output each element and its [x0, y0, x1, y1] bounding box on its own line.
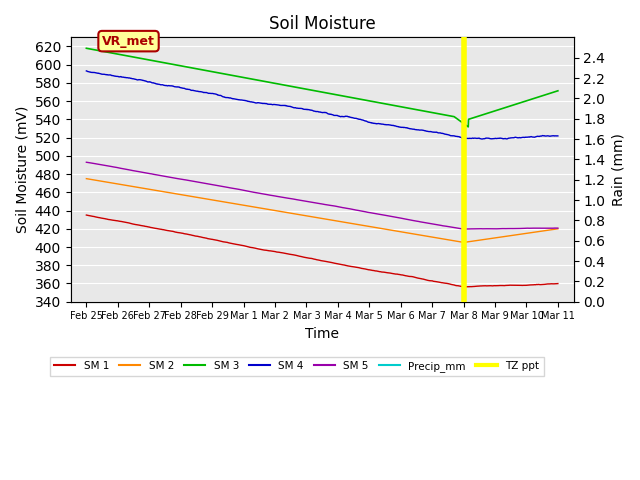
SM 1: [119, 219, 127, 225]
SM 3: [138, 56, 146, 61]
Y-axis label: Rain (mm): Rain (mm): [611, 133, 625, 206]
SM 1: [292, 252, 300, 258]
Text: VR_met: VR_met: [102, 35, 155, 48]
Line: SM 5: SM 5: [86, 162, 558, 229]
SM 4: [351, 115, 358, 121]
SM 3: [465, 124, 472, 130]
SM 3: [83, 46, 90, 51]
SM 5: [301, 198, 308, 204]
SM 5: [351, 207, 358, 213]
SM 5: [138, 169, 146, 175]
Y-axis label: Soil Moisture (mV): Soil Moisture (mV): [15, 106, 29, 233]
Bar: [467, 68, 470, 302]
Legend: SM 1, SM 2, SM 3, SM 4, SM 5, Precip_mm, TZ ppt: SM 1, SM 2, SM 3, SM 4, SM 5, Precip_mm,…: [51, 357, 543, 376]
SM 4: [478, 136, 486, 142]
SM 4: [554, 133, 562, 139]
SM 3: [554, 88, 562, 94]
SM 4: [138, 77, 146, 83]
SM 2: [554, 226, 562, 232]
Line: SM 4: SM 4: [86, 71, 558, 139]
SM 3: [283, 83, 291, 88]
SM 2: [351, 221, 358, 227]
SM 5: [292, 197, 300, 203]
SM 5: [119, 166, 127, 171]
Line: SM 2: SM 2: [86, 179, 558, 242]
SM 5: [554, 225, 562, 231]
SM 1: [351, 264, 358, 270]
SM 5: [83, 159, 90, 165]
SM 1: [83, 212, 90, 218]
SM 4: [301, 107, 308, 112]
SM 4: [119, 74, 127, 80]
X-axis label: Time: Time: [305, 327, 339, 341]
Line: SM 1: SM 1: [86, 215, 558, 287]
SM 4: [283, 103, 291, 109]
SM 2: [138, 185, 146, 191]
Bar: [470, 103, 472, 302]
SM 1: [138, 223, 146, 228]
Line: SM 3: SM 3: [86, 48, 558, 127]
SM 5: [460, 226, 468, 232]
SM 3: [292, 84, 300, 90]
SM 2: [301, 213, 308, 218]
SM 2: [283, 210, 291, 216]
SM 3: [301, 86, 308, 92]
Title: Soil Moisture: Soil Moisture: [269, 15, 376, 33]
SM 5: [283, 195, 291, 201]
SM 1: [554, 281, 562, 287]
SM 3: [351, 95, 358, 101]
SM 4: [292, 105, 300, 111]
SM 1: [283, 251, 291, 256]
SM 2: [460, 240, 467, 245]
SM 4: [83, 68, 90, 74]
SM 1: [301, 254, 308, 260]
SM 1: [461, 284, 468, 290]
SM 2: [292, 211, 300, 217]
SM 3: [119, 52, 127, 58]
SM 2: [83, 176, 90, 181]
SM 2: [119, 182, 127, 188]
